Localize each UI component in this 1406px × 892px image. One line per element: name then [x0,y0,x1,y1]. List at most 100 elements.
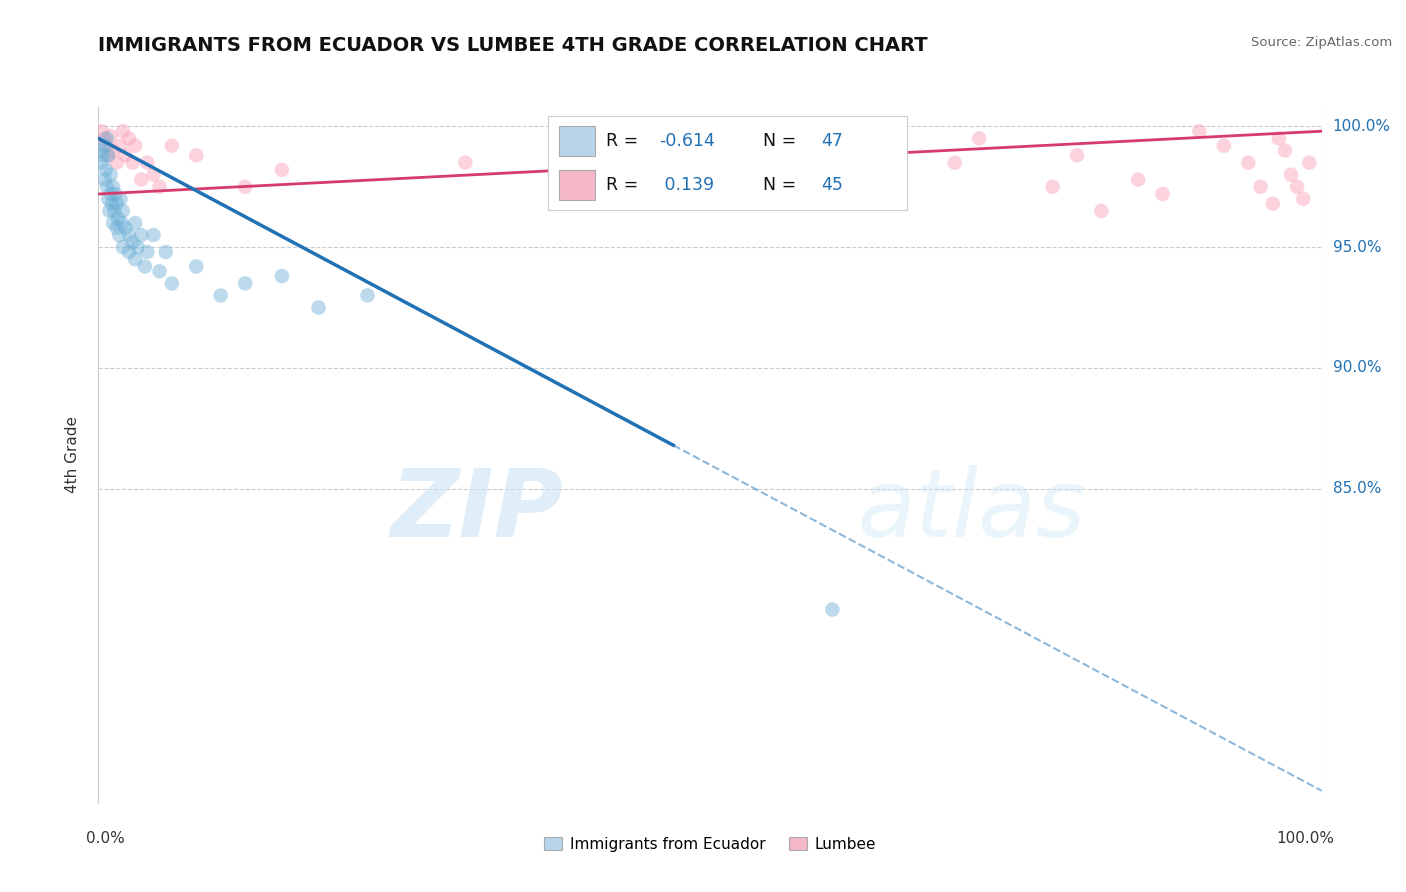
Point [96,131,118,145]
Y-axis label: 4th Grade: 4th Grade [65,417,80,493]
Point [100,168,122,182]
Point [160,277,183,291]
Point [103,203,125,218]
Point [111,240,134,254]
Point [98,203,121,218]
Point [91,124,114,138]
Point [155,244,177,259]
Text: 0.0%: 0.0% [86,830,125,846]
Point [127,240,149,254]
Point [1042,179,1064,194]
Point [1298,155,1320,169]
Point [124,252,146,267]
Legend: Immigrants from Ecuador, Lumbee: Immigrants from Ecuador, Lumbee [538,830,882,858]
Point [553,168,575,182]
Point [129,228,152,243]
Point [124,138,146,153]
Point [136,155,159,169]
Point [104,187,127,202]
Text: atlas: atlas [856,465,1085,556]
Point [1286,179,1309,194]
Text: Source: ZipAtlas.com: Source: ZipAtlas.com [1251,36,1392,49]
Point [967,131,990,145]
Point [1128,172,1150,186]
Point [114,220,136,235]
Text: 90.0%: 90.0% [1333,360,1381,376]
Point [101,216,124,230]
Point [1249,179,1271,194]
Point [1188,124,1211,138]
Point [91,148,114,162]
Point [1090,203,1112,218]
Point [121,155,143,169]
Point [101,144,124,158]
Text: N =: N = [763,132,803,150]
Text: ZIP: ZIP [391,465,564,557]
Text: N =: N = [763,177,803,194]
Point [160,138,183,153]
Point [107,211,129,226]
Point [1274,144,1296,158]
Text: IMMIGRANTS FROM ECUADOR VS LUMBEE 4TH GRADE CORRELATION CHART: IMMIGRANTS FROM ECUADOR VS LUMBEE 4TH GR… [98,36,928,54]
Bar [560,127,595,156]
Point [129,172,152,186]
Point [1066,148,1088,162]
Point [118,228,141,243]
Point [93,172,115,186]
Point [90,144,112,158]
Point [270,269,294,284]
Point [111,124,134,138]
Text: 85.0%: 85.0% [1333,482,1381,496]
Point [97,192,120,206]
Point [97,148,120,162]
Point [100,128,122,143]
Point [943,155,966,169]
Point [1212,138,1234,153]
Point [1279,168,1302,182]
Point [101,179,124,194]
Point [93,131,115,145]
Point [111,216,134,230]
Point [209,288,232,302]
Point [821,602,844,616]
Point [93,138,115,153]
Point [105,220,128,235]
Point [108,228,131,243]
Point [124,216,146,230]
Text: 100.0%: 100.0% [1275,830,1334,846]
Point [270,162,294,177]
Point [134,260,156,274]
Point [308,301,330,315]
Point [91,155,114,169]
Text: 0.139: 0.139 [659,177,714,194]
Point [454,155,477,169]
Point [142,168,165,182]
Point [149,264,172,278]
Bar [560,170,595,201]
Point [356,288,378,302]
Point [233,179,256,194]
Point [1292,192,1315,206]
Text: 45: 45 [821,177,842,194]
Point [186,260,208,274]
Text: R =: R = [606,177,644,194]
Point [118,244,141,259]
Point [101,196,124,211]
Point [94,162,117,177]
Text: 100.0%: 100.0% [1333,119,1391,134]
Point [97,148,120,162]
Point [110,192,132,206]
Point [675,179,697,194]
Point [110,138,132,153]
Point [114,148,136,162]
Point [149,179,172,194]
Point [233,277,256,291]
Point [118,131,141,145]
Point [121,235,143,250]
Point [136,244,159,259]
Point [1152,187,1174,202]
Point [1268,131,1291,145]
Text: R =: R = [606,132,644,150]
Text: 95.0%: 95.0% [1333,240,1381,254]
Point [96,138,118,153]
